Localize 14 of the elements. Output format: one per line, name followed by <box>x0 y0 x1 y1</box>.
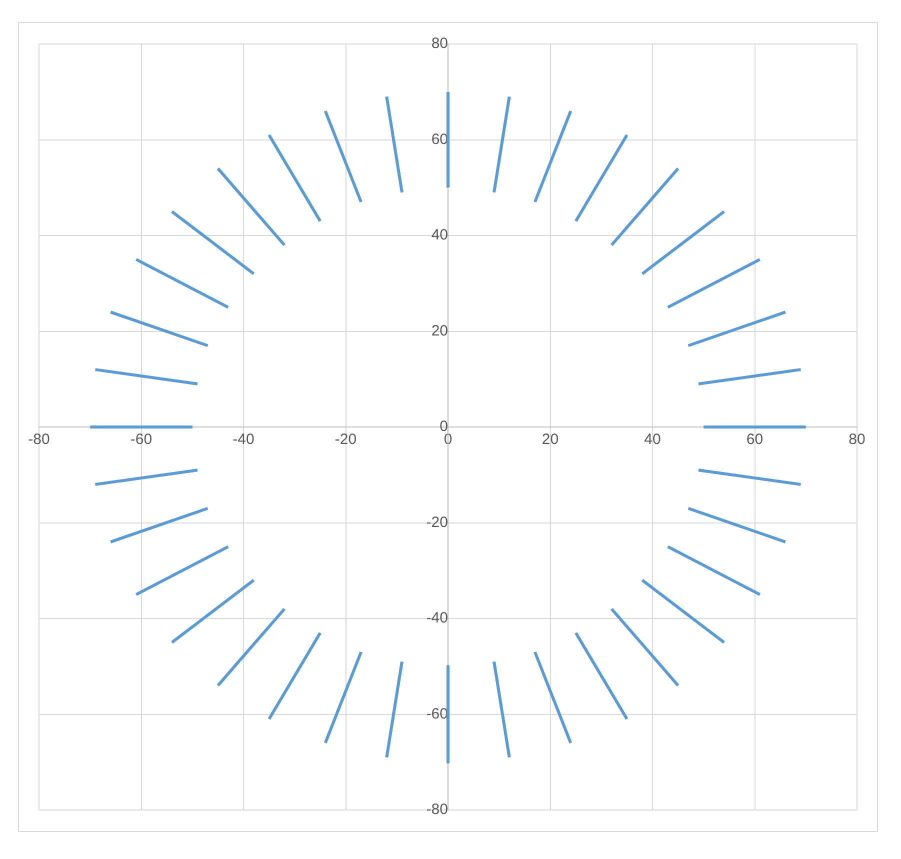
y-tick-label: 40 <box>431 226 448 244</box>
x-tick-label: -20 <box>334 431 357 448</box>
x-tick-label: -60 <box>130 431 152 448</box>
x-tick-label: 60 <box>746 431 764 448</box>
x-tick-label: -40 <box>232 431 254 448</box>
y-tick-label: -20 <box>426 514 448 531</box>
y-tick-label: 80 <box>431 35 448 52</box>
y-tick-label: 20 <box>431 322 448 340</box>
y-tick-label: -40 <box>426 610 448 627</box>
x-tick-label: 20 <box>542 431 559 448</box>
x-tick-label: -80 <box>28 431 50 448</box>
y-tick-label: -80 <box>426 801 448 818</box>
x-tick-label: 80 <box>848 431 866 448</box>
x-tick-label: 40 <box>644 431 661 448</box>
